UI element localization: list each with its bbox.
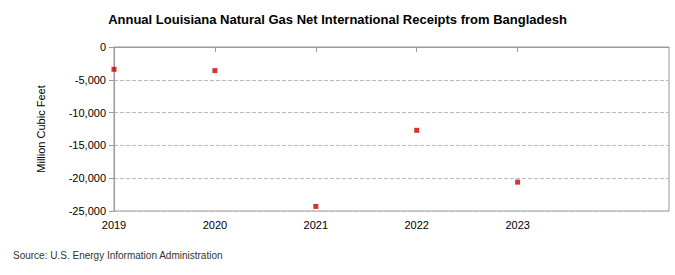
svg-text:0: 0 [100,41,106,53]
svg-text:2021: 2021 [304,219,328,231]
svg-text:2020: 2020 [203,219,227,231]
svg-text:Million Cubic Feet: Million Cubic Feet [35,85,47,172]
svg-text:-15,000: -15,000 [69,139,106,151]
svg-text:2023: 2023 [505,219,529,231]
svg-text:Annual Louisiana Natural Gas N: Annual Louisiana Natural Gas Net Interna… [108,12,567,27]
svg-text:-10,000: -10,000 [69,107,106,119]
svg-text:2019: 2019 [102,219,126,231]
svg-text:2022: 2022 [404,219,428,231]
svg-text:-25,000: -25,000 [69,205,106,217]
svg-text:-5,000: -5,000 [75,74,106,86]
svg-text:Source: U.S. Energy Informatio: Source: U.S. Energy Information Administ… [13,250,223,261]
svg-text:-20,000: -20,000 [69,172,106,184]
